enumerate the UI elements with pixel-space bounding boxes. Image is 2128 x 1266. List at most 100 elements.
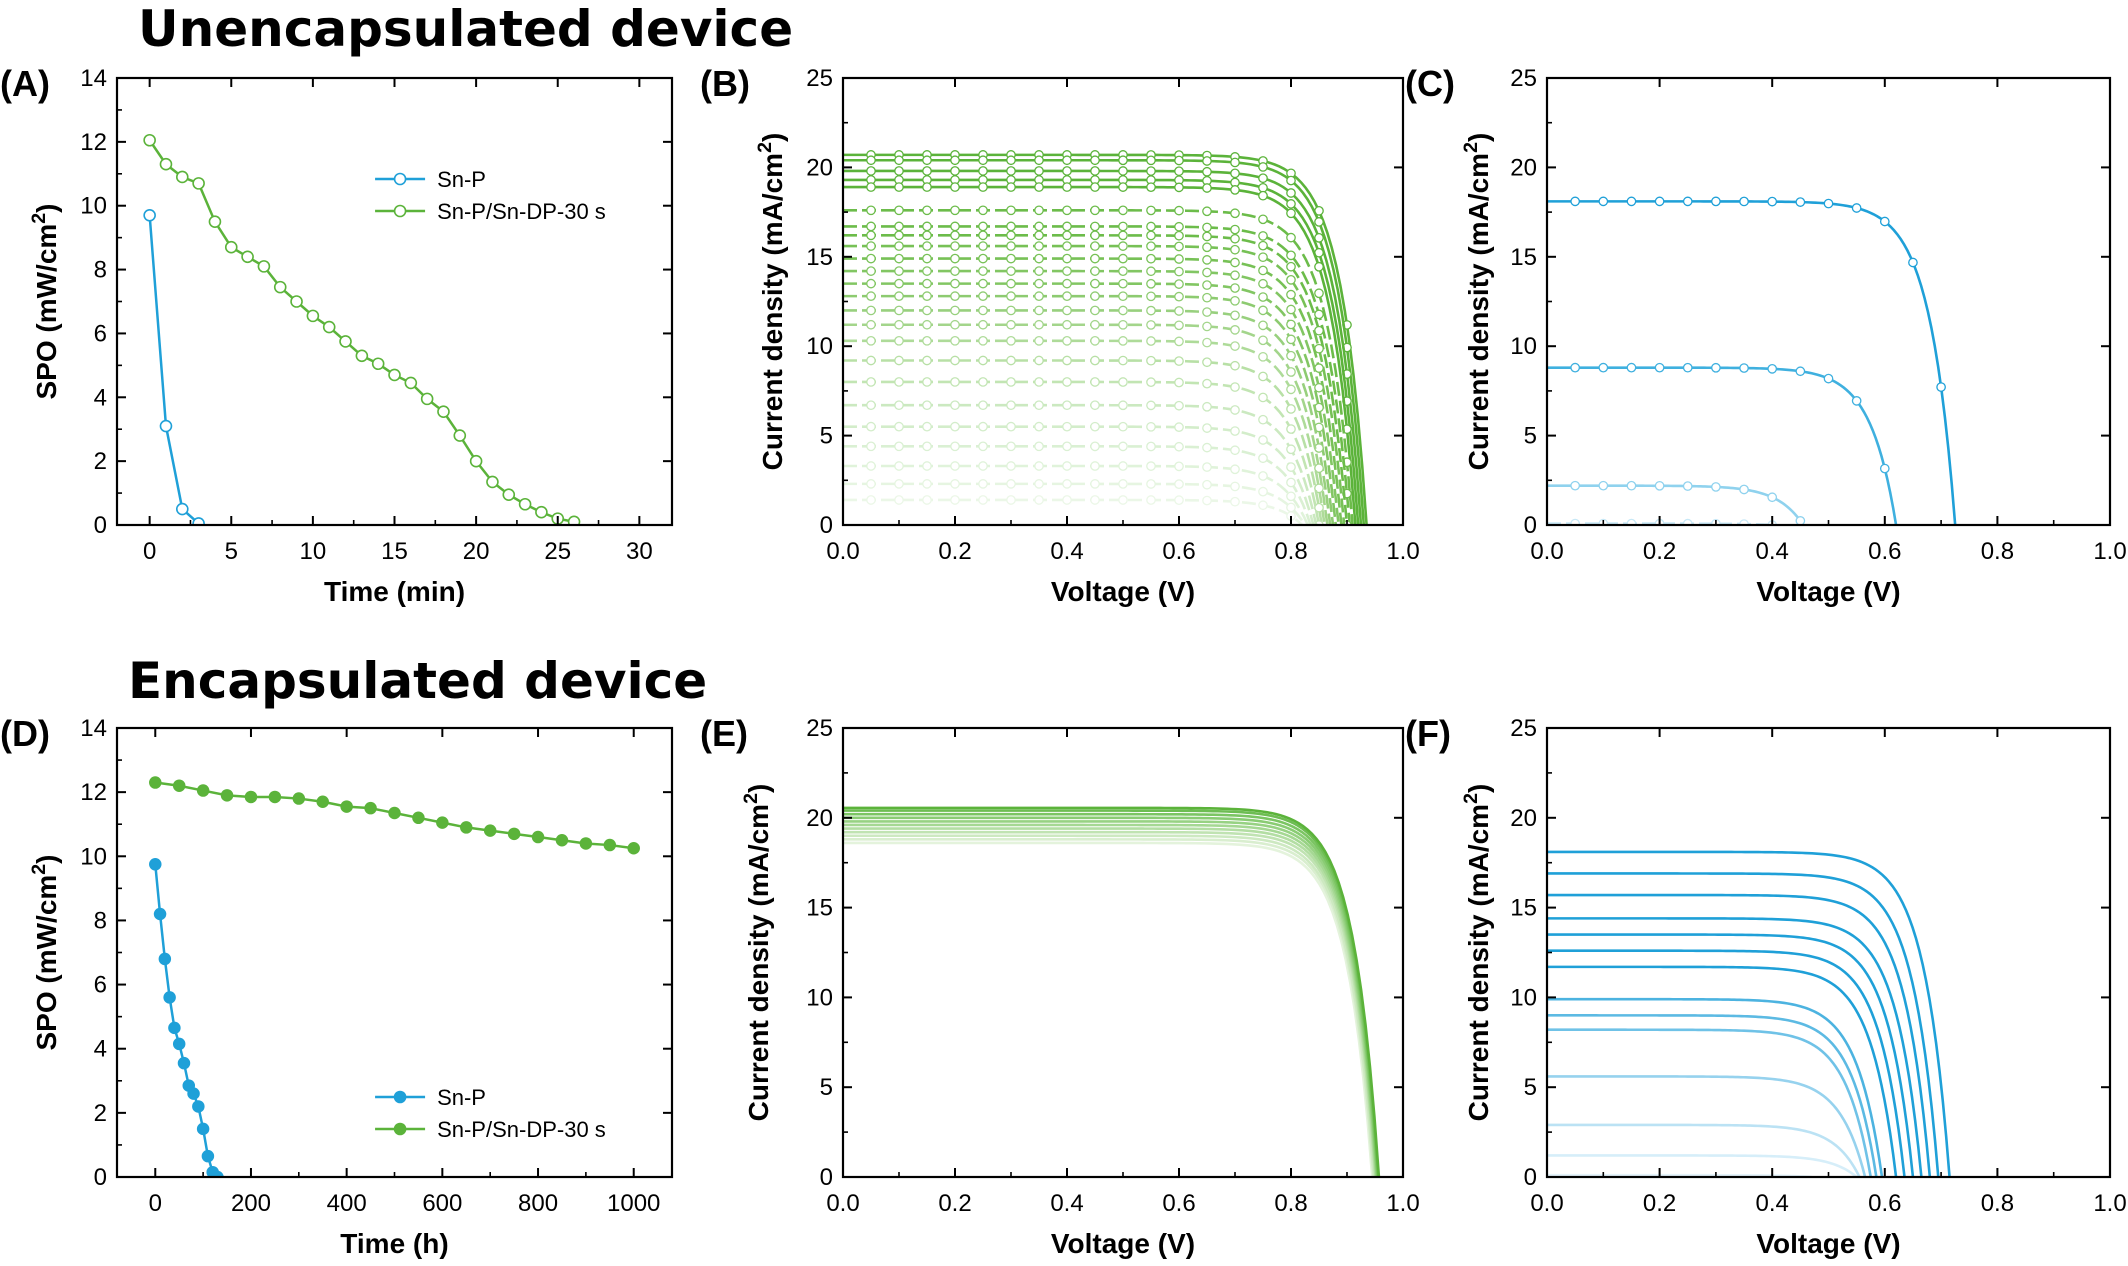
data-point — [978, 479, 988, 489]
jv-curve-8 — [843, 812, 1380, 1177]
data-point — [894, 461, 904, 471]
data-point — [950, 205, 960, 216]
x-tick-label: 0.6 — [1162, 538, 1195, 565]
data-point — [1118, 421, 1128, 432]
data-point — [1062, 221, 1072, 232]
data-point — [502, 488, 516, 501]
data-point — [1062, 305, 1072, 316]
x-axis-label: Time (min) — [324, 576, 465, 607]
legend: Sn-P Sn-P/Sn-DP-30 s — [375, 167, 606, 224]
data-point — [894, 355, 904, 366]
x-tick-label: 10 — [300, 538, 327, 565]
data-point — [1202, 321, 1212, 332]
y-tick-label: 0 — [1524, 1164, 1537, 1191]
jv-curve-9 — [843, 809, 1380, 1177]
data-point — [1062, 377, 1072, 387]
y-tick-label: 12 — [80, 779, 107, 806]
data-point — [244, 790, 258, 804]
data-point — [978, 278, 988, 289]
data-point — [1090, 291, 1100, 302]
panel-b: 0.0 0.2 0.4 0.6 0.8 1.0 0 5 10 15 20 25 Voltage (V) C… — [700, 63, 1420, 607]
data-point — [866, 319, 876, 330]
data-point — [1258, 162, 1268, 172]
jv-curve-1 — [843, 838, 1375, 1177]
jv-curve-5 — [843, 823, 1378, 1177]
data-point — [1174, 205, 1184, 216]
data-point — [922, 495, 932, 505]
data-point — [1146, 479, 1156, 489]
x-tick-label: 1000 — [607, 1190, 660, 1217]
data-point — [371, 357, 385, 371]
jv-curve-20 — [843, 445, 1312, 525]
data-point — [1118, 336, 1128, 346]
data-point — [1146, 253, 1156, 264]
data-point — [1258, 292, 1268, 302]
data-point — [1258, 335, 1268, 346]
x-tick-label: 0.0 — [826, 1190, 859, 1217]
panel-d: 0 200 400 600 800 1000 0 2 4 6 8 10 12 14 Time (h) SPO … — [0, 713, 674, 1259]
data-point — [1062, 182, 1072, 192]
data-point — [1682, 518, 1693, 525]
data-point — [1034, 495, 1044, 505]
data-point — [1118, 253, 1128, 264]
jv-curve-2 — [1547, 484, 1805, 525]
data-point — [1034, 221, 1044, 232]
data-point — [1823, 373, 1834, 384]
jv-curve-10 — [843, 806, 1381, 1177]
data-point — [388, 806, 401, 820]
data-point — [1258, 182, 1268, 193]
data-point — [1090, 221, 1100, 232]
data-point — [1230, 426, 1240, 436]
data-point — [894, 319, 904, 330]
legend-entry: Sn-P — [437, 1085, 486, 1110]
data-point — [978, 182, 988, 192]
data-point — [1146, 336, 1156, 346]
data-point — [1146, 305, 1156, 316]
data-point — [1146, 166, 1156, 176]
x-tick-label: 0.4 — [1756, 1190, 1789, 1217]
data-point — [437, 405, 450, 418]
data-point — [1006, 479, 1016, 489]
data-point — [1174, 377, 1184, 388]
data-point — [172, 1037, 186, 1051]
data-point — [1118, 230, 1128, 241]
data-point — [978, 266, 988, 276]
data-point — [1258, 278, 1268, 289]
x-tick-label: 0.8 — [1274, 1190, 1307, 1217]
x-tick-label: 30 — [626, 538, 653, 565]
data-point — [894, 166, 904, 176]
data-point — [1851, 203, 1862, 213]
data-point — [1118, 441, 1128, 452]
data-point — [355, 349, 369, 363]
data-point — [894, 155, 904, 166]
data-point — [866, 495, 876, 505]
data-point — [1258, 320, 1268, 331]
data-point — [1062, 355, 1072, 366]
data-point — [978, 305, 988, 316]
data-point — [950, 400, 960, 411]
data-point — [1202, 242, 1212, 253]
jv-curve-12 — [1547, 1154, 1858, 1177]
data-point — [292, 792, 306, 805]
data-point — [1626, 480, 1637, 491]
data-point — [1062, 335, 1072, 346]
plot-area — [1547, 850, 1951, 1177]
jv-curve-8 — [1547, 1014, 1878, 1177]
y-tick-label: 10 — [1510, 984, 1537, 1011]
data-point — [339, 335, 352, 348]
data-point — [1146, 377, 1156, 387]
data-point — [224, 240, 238, 254]
data-point — [1146, 155, 1156, 166]
data-point — [978, 221, 988, 232]
data-point — [1230, 168, 1240, 179]
data-point — [1062, 155, 1072, 166]
jv-curve-10 — [1547, 1075, 1867, 1177]
data-point — [1230, 310, 1240, 321]
data-point — [1118, 221, 1128, 232]
data-point — [978, 421, 988, 432]
x-tick-label: 0 — [143, 538, 156, 565]
data-point — [1230, 233, 1240, 244]
data-point — [159, 419, 173, 433]
x-tick-label: 200 — [231, 1190, 271, 1217]
data-point — [1006, 230, 1016, 241]
